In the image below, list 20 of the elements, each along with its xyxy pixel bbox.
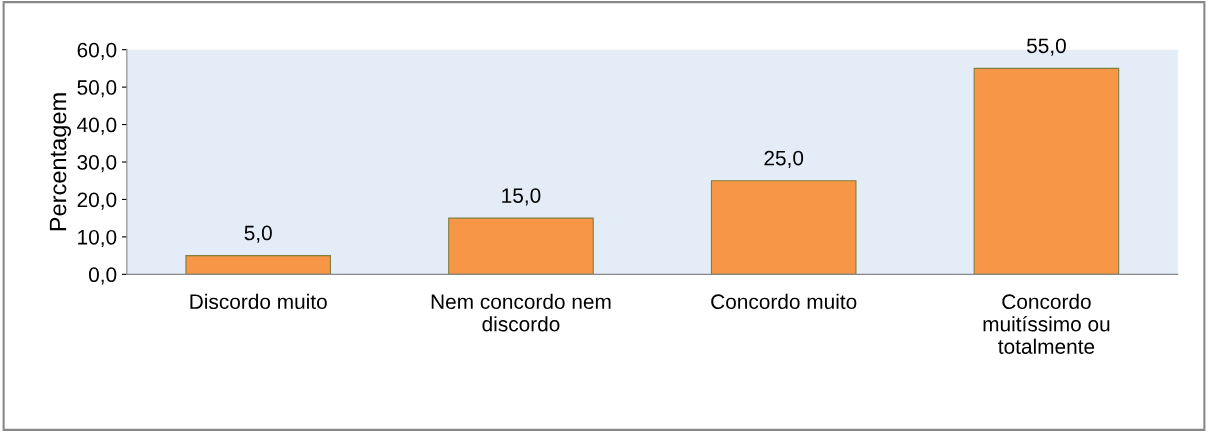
bar [710, 180, 857, 275]
bar [973, 67, 1120, 275]
x-tick-label: Concordo muitíssimo ou totalmente [983, 293, 1110, 354]
y-tick-label: 40,0 [77, 117, 117, 135]
y-tick-label: 10,0 [78, 229, 117, 248]
x-tick-label: Discordo muito [190, 293, 327, 310]
bar [185, 255, 332, 275]
data-label: 55,0 [1026, 38, 1066, 56]
bar [448, 217, 594, 275]
y-axis-title: Percentagem [49, 93, 72, 231]
x-tick-label: Nem concordo nem discordo [431, 293, 611, 332]
x-tick-label: Concordo muito [711, 293, 857, 310]
y-tick-label: 20,0 [77, 192, 117, 210]
y-tick-label: 50,0 [77, 80, 117, 98]
data-label: 5,0 [244, 225, 272, 243]
y-tick-label: 0,0 [88, 267, 117, 285]
y-tick-label: 30,0 [77, 155, 117, 173]
data-label: 15,0 [502, 188, 541, 206]
y-tick-label: 60,0 [77, 42, 117, 60]
data-label: 25,0 [764, 150, 804, 168]
